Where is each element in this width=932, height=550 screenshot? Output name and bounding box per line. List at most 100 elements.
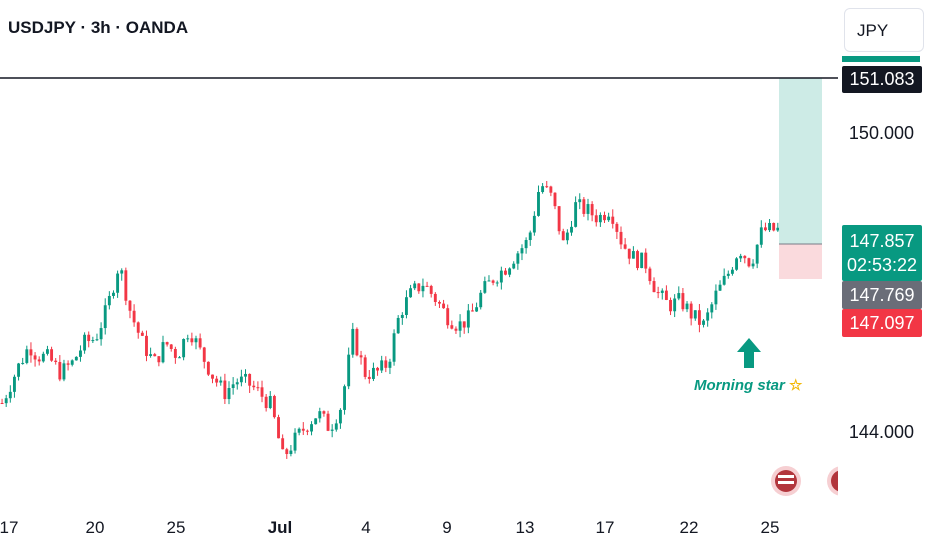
candle (466, 310, 470, 328)
candle (586, 204, 590, 214)
candle (537, 192, 540, 216)
candle (145, 335, 148, 356)
candle (376, 367, 380, 371)
candle (252, 385, 256, 388)
candle (425, 285, 429, 287)
candle (763, 227, 767, 231)
event-flag-icon[interactable] (771, 466, 801, 496)
candle (33, 355, 37, 360)
candle (227, 388, 231, 400)
candle (714, 290, 718, 305)
candle (50, 349, 54, 361)
candle (549, 186, 553, 193)
candle (74, 356, 78, 361)
candle (322, 411, 326, 414)
candle (186, 338, 190, 340)
candle (211, 374, 214, 379)
candle (747, 258, 751, 267)
candle (293, 432, 297, 451)
candle (656, 292, 660, 294)
candle (371, 367, 375, 379)
candle (37, 359, 41, 362)
target-zone[interactable] (779, 78, 822, 244)
candle (25, 349, 29, 363)
candle (136, 322, 140, 333)
candle (202, 347, 206, 362)
candle (120, 270, 124, 274)
candle (768, 222, 772, 231)
candle (116, 273, 120, 293)
candle (702, 320, 705, 325)
candle (664, 290, 668, 300)
candle (475, 307, 479, 312)
candle (8, 391, 12, 399)
candle (450, 325, 454, 329)
candle (479, 292, 483, 308)
candle (689, 303, 693, 319)
candle (21, 362, 25, 364)
candle (194, 338, 198, 343)
candle (409, 288, 413, 298)
candle (607, 216, 611, 221)
candle (206, 361, 210, 375)
candle (87, 334, 91, 342)
candle (582, 199, 586, 214)
candle (532, 215, 536, 233)
candle (140, 332, 144, 336)
candle (198, 338, 202, 348)
candle (636, 251, 639, 269)
candle (334, 423, 338, 430)
candle (743, 255, 747, 259)
candle (652, 281, 656, 293)
candle (91, 340, 95, 342)
candle (433, 293, 437, 302)
x-tick-label: Jul (267, 518, 293, 537)
candle (297, 428, 301, 433)
candle (248, 373, 252, 386)
candle (454, 328, 458, 331)
candle (578, 199, 582, 203)
candle (272, 396, 276, 418)
candle (483, 281, 487, 293)
candle (611, 216, 615, 224)
candle (41, 353, 45, 362)
candle (648, 268, 652, 282)
candle (182, 339, 186, 358)
stop-zone[interactable] (779, 244, 822, 279)
candle (590, 204, 594, 216)
candle (623, 244, 627, 249)
candle (776, 227, 780, 231)
bar-countdown: 02:53:22 (846, 255, 918, 275)
candle (231, 384, 235, 389)
x-tick-label: 13 (515, 518, 535, 537)
chart-title: USDJPY · 3h · OANDA (8, 18, 189, 37)
candle (277, 417, 280, 439)
candle (458, 321, 462, 331)
candle (520, 248, 524, 254)
candle (710, 304, 714, 313)
candle (565, 232, 569, 241)
candle (413, 283, 417, 289)
annotation-text: Morning star (694, 377, 785, 394)
candle (107, 295, 111, 306)
candle (545, 186, 549, 188)
candle (343, 386, 346, 410)
candle (677, 293, 681, 299)
candle (524, 240, 528, 249)
candlestick-series (0, 180, 784, 459)
currency-selector[interactable]: JPY (844, 8, 924, 52)
candle (318, 411, 322, 419)
x-tick-label: 9 (442, 518, 452, 537)
candle (149, 354, 153, 356)
candle (289, 450, 293, 455)
candle (153, 354, 157, 357)
x-tick-label: 17 (595, 518, 615, 537)
candle (598, 214, 602, 223)
candle (285, 449, 289, 455)
candle (46, 349, 49, 354)
candle (644, 252, 648, 269)
candle (165, 342, 169, 345)
candle (751, 263, 755, 267)
candle (347, 354, 351, 387)
